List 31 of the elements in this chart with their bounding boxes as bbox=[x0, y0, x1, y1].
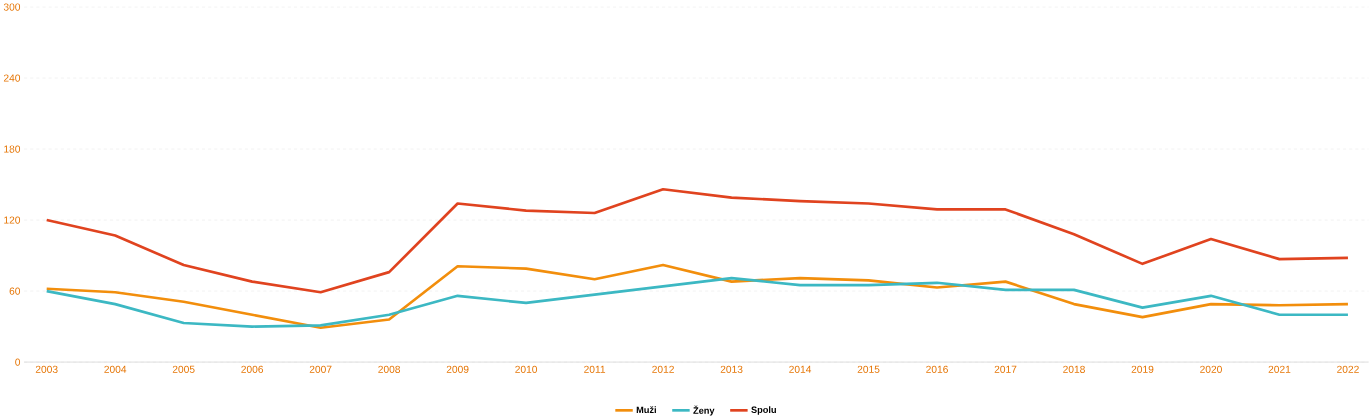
x-tick-label: 2011 bbox=[584, 365, 606, 373]
x-tick-label: 2018 bbox=[1063, 365, 1085, 373]
x-tick-label: 2020 bbox=[1200, 365, 1222, 373]
y-tick-label: 240 bbox=[3, 74, 21, 82]
line-series bbox=[45, 263, 1350, 329]
x-tick-label: 2021 bbox=[1268, 365, 1291, 373]
y-tick-label: 0 bbox=[15, 358, 21, 366]
x-tick-label: 2015 bbox=[857, 365, 880, 373]
x-tick-label: 2006 bbox=[241, 365, 264, 373]
x-tick-label: 2017 bbox=[994, 365, 1017, 373]
y-tick-label: 60 bbox=[9, 287, 21, 295]
y-tick-label: 120 bbox=[4, 216, 21, 224]
x-tick-label: 2003 bbox=[35, 365, 58, 373]
x-tick-label: 2010 bbox=[515, 365, 538, 373]
x-tick-label: 2016 bbox=[926, 365, 948, 373]
line-series bbox=[45, 187, 1350, 294]
x-tick-label: 2005 bbox=[172, 365, 195, 373]
x-tick-label: 2013 bbox=[720, 365, 743, 373]
x-tick-label: 2012 bbox=[652, 365, 674, 373]
x-tick-label: 2009 bbox=[446, 365, 469, 373]
x-tick-label: 2014 bbox=[789, 365, 812, 373]
x-tick-label: 2008 bbox=[378, 365, 401, 373]
legend-label: Muži bbox=[636, 405, 656, 413]
legend-label: Ženy bbox=[693, 405, 715, 416]
y-tick-label: 180 bbox=[4, 145, 21, 153]
y-tick-label: 300 bbox=[3, 3, 21, 11]
x-tick-label: 2007 bbox=[309, 365, 332, 373]
x-tick-label: 2019 bbox=[1131, 365, 1154, 373]
x-tick-label: 2004 bbox=[104, 365, 127, 373]
legend-label: Spolu bbox=[751, 406, 776, 415]
x-tick-label: 2022 bbox=[1337, 365, 1359, 373]
